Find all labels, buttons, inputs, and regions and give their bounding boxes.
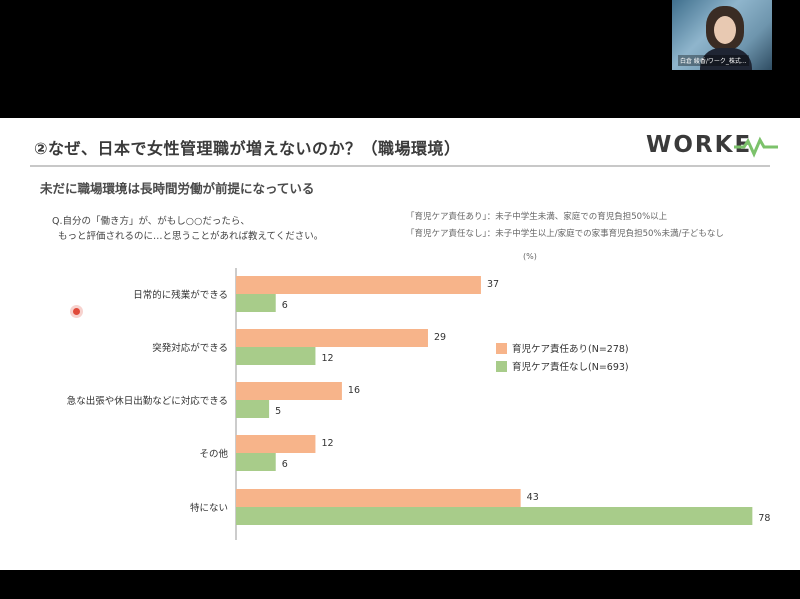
category-label: 日常的に残業ができる: [133, 289, 228, 301]
unit-label: (%): [523, 252, 537, 261]
bar: [236, 294, 276, 312]
bar: [236, 347, 316, 365]
webcam-name-caption: 白倉 綾香/ワーク_株式...: [678, 55, 749, 66]
workeyx-logo: WORKE: [646, 132, 778, 158]
data-label: 37: [487, 279, 499, 290]
data-label: 5: [275, 406, 281, 417]
data-label: 29: [434, 332, 446, 343]
webcam-thumbnail[interactable]: 白倉 綾香/ワーク_株式...: [672, 0, 772, 70]
title-divider: [30, 165, 770, 167]
definition-2: 「育児ケア責任なし」：未子中学生以上/家庭での家事育児負担50%未満/子どもなし: [406, 229, 724, 239]
category-label: 急な出張や休日出勤などに対応できる: [67, 395, 228, 407]
data-label: 43: [527, 492, 539, 503]
logo-mark-icon: [734, 136, 778, 158]
definition-1: 「育児ケア責任あり」：未子中学生未満、家庭での育児負担50%以上: [406, 212, 668, 222]
question-line-2: もっと評価されるのに…と思うことがあれば教えてください。: [58, 231, 324, 242]
slide-subtitle: 未だに職場環境は長時間労働が前提になっている: [40, 181, 315, 196]
bar: [236, 453, 276, 471]
legend-label: 育児ケア責任なし(N=693): [512, 361, 629, 373]
survey-question: Q.自分の「働き方」が、がもし○○だったら、 もっと評価されるのに…と思うことが…: [52, 214, 323, 244]
bar: [236, 507, 753, 525]
data-label: 16: [348, 385, 360, 396]
bar: [236, 276, 481, 294]
data-label: 78: [758, 513, 770, 524]
data-label: 6: [282, 300, 288, 311]
legend-swatch: [496, 343, 507, 354]
data-label: 12: [321, 353, 333, 364]
bar: [236, 400, 270, 418]
category-label: 特にない: [190, 502, 228, 514]
bar: [236, 329, 428, 347]
category-label: その他: [199, 448, 228, 460]
category-label: 突発対応ができる: [152, 342, 228, 354]
legend-label: 育児ケア責任あり(N=278): [512, 343, 629, 355]
legend-swatch: [496, 361, 507, 372]
bar: [236, 435, 316, 453]
slide-title: ②なぜ、日本で女性管理職が増えないのか？（職場環境）: [34, 139, 461, 158]
logo-text: WORKE: [646, 132, 753, 158]
question-line-1: Q.自分の「働き方」が、がもし○○だったら、: [52, 216, 250, 227]
presenter-body: [700, 48, 752, 70]
presenter-face: [714, 16, 736, 44]
bar: [236, 382, 342, 400]
bar: [236, 489, 521, 507]
data-label: 12: [321, 438, 333, 449]
pointer-dot: [73, 308, 80, 315]
definitions: 「育児ケア責任あり」：未子中学生未満、家庭での育児負担50%以上 「育児ケア責任…: [406, 209, 724, 243]
data-label: 6: [282, 459, 288, 470]
